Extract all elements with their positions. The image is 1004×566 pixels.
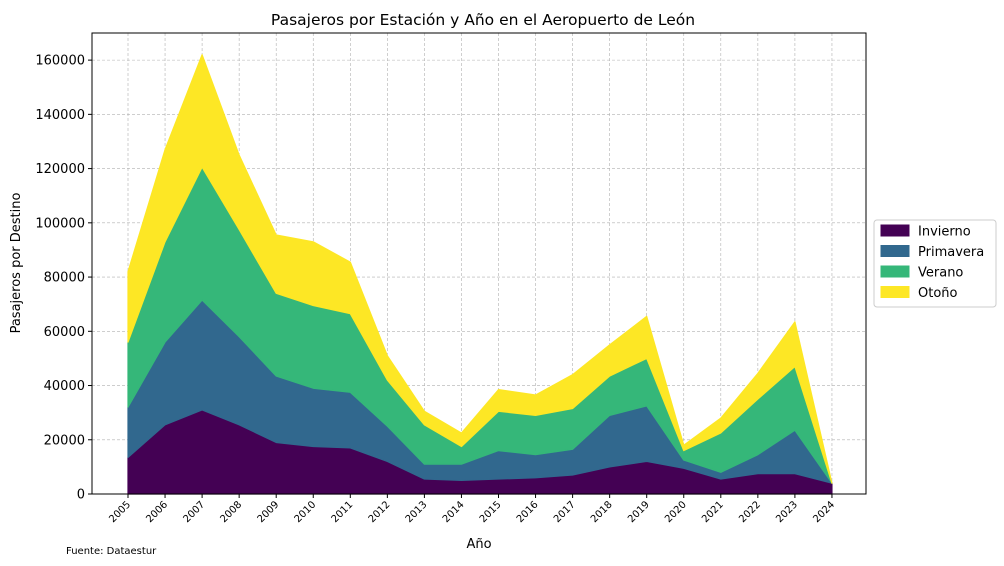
y-tick-label: 140000 <box>35 108 85 123</box>
x-tick-label: 2021 <box>700 499 726 525</box>
x-tick-label: 2007 <box>181 499 207 525</box>
x-tick-label: 2016 <box>515 499 541 525</box>
y-tick-label: 120000 <box>35 162 85 177</box>
plot-frame <box>91 32 867 495</box>
x-tick-label: 2018 <box>589 499 615 525</box>
legend-swatch-invierno <box>880 224 910 237</box>
legend-label: Invierno <box>918 225 971 240</box>
y-tick-label: 60000 <box>44 325 85 340</box>
x-tick-label: 2005 <box>107 499 133 525</box>
y-axis-title: Pasajeros por Destino <box>9 193 24 334</box>
x-tick-label: 2006 <box>144 499 170 525</box>
x-tick-label: 2017 <box>552 499 578 525</box>
y-tick-label: 40000 <box>44 379 85 394</box>
chart-title: Pasajeros por Estación y Año en el Aerop… <box>271 11 695 29</box>
x-tick-label: 2022 <box>737 499 763 525</box>
legend-swatch-verano <box>880 265 910 278</box>
y-tick-label: 0 <box>77 488 85 503</box>
x-axis-title: Año <box>466 537 491 552</box>
y-axis: 0 20000 40000 60000 80000 100000 120000 140000 1… <box>35 54 92 503</box>
x-tick-label: 2023 <box>774 499 800 525</box>
x-tick-label: 2011 <box>330 499 356 525</box>
y-tick-label: 100000 <box>35 216 85 231</box>
x-axis: 2005 2006 2007 2008 2009 2010 2011 2012 2013 2014… <box>107 494 837 525</box>
x-tick-label: 2012 <box>367 499 393 525</box>
source-note: Fuente: Dataestur <box>66 546 157 557</box>
x-tick-label: 2013 <box>404 499 430 525</box>
legend: Invierno Primavera Verano Otoño <box>873 219 997 308</box>
legend-label: Primavera <box>918 245 984 260</box>
legend-swatch-otoño <box>880 286 910 298</box>
x-tick-label: 2020 <box>663 499 689 525</box>
area-otoño <box>127 54 833 484</box>
legend-label: Verano <box>918 266 963 281</box>
legend-frame <box>873 219 997 308</box>
x-tick-label: 2019 <box>626 499 652 525</box>
y-tick-label: 160000 <box>35 54 85 69</box>
legend-label: Otoño <box>918 286 958 301</box>
y-tick-label: 80000 <box>44 271 85 286</box>
x-tick-label: 2008 <box>218 499 244 525</box>
x-tick-label: 2009 <box>256 499 282 525</box>
x-tick-label: 2015 <box>478 499 504 525</box>
y-tick-label: 20000 <box>44 433 85 448</box>
legend-swatch-primavera <box>880 245 910 257</box>
x-tick-label: 2024 <box>811 499 837 525</box>
x-tick-label: 2014 <box>441 499 467 525</box>
area-series <box>127 54 833 495</box>
x-tick-label: 2010 <box>293 499 319 525</box>
